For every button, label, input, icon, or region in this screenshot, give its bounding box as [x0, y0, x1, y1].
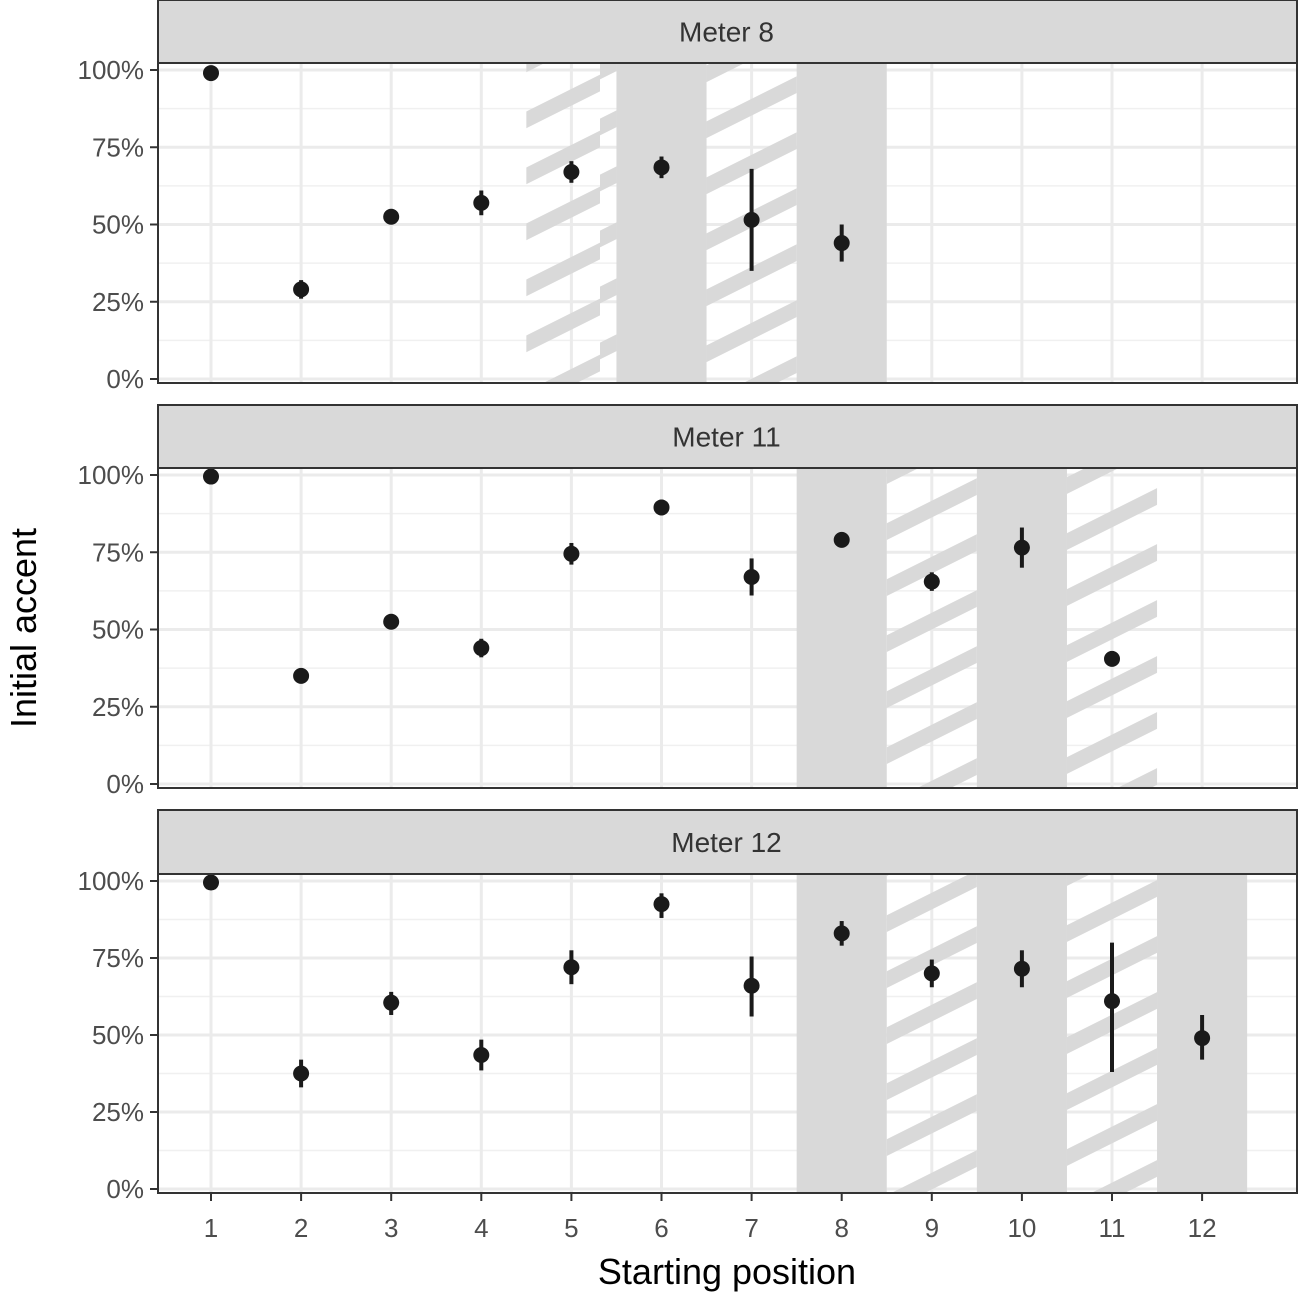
- data-point: [473, 1047, 490, 1064]
- data-point: [1104, 993, 1120, 1010]
- y-tick-label: 75%: [92, 132, 144, 162]
- solid-band: [616, 63, 707, 383]
- facet-strip: [157, 809, 1298, 875]
- y-tick-label: 50%: [92, 210, 144, 240]
- y-tick-label: 50%: [92, 615, 144, 645]
- data-point: [293, 1065, 310, 1082]
- data-point: [563, 163, 580, 180]
- data-point: [923, 965, 940, 982]
- facets: Meter 8 0% 25% 50% 75% 100% Meter 11 0% 25% 50% 75…: [78, 0, 1298, 1204]
- data-point: [653, 896, 670, 913]
- y-tick-label: 100%: [78, 55, 145, 85]
- data-point: [203, 874, 219, 891]
- facet-panel: Meter 8 0% 25% 50% 75% 100%: [78, 0, 1298, 394]
- y-axis-title: Initial accent: [3, 528, 44, 728]
- data-point: [383, 994, 400, 1011]
- solid-band: [796, 63, 887, 383]
- data-point: [1013, 960, 1030, 977]
- x-tick-label: 7: [744, 1213, 758, 1243]
- data-point: [383, 208, 400, 225]
- y-tick-label: 0%: [106, 1174, 144, 1204]
- y-tick-label: 50%: [92, 1020, 144, 1050]
- data-point: [833, 925, 850, 942]
- x-axis-title: Starting position: [598, 1251, 856, 1292]
- solid-band: [976, 874, 1067, 1193]
- x-tick-label: 10: [1007, 1213, 1036, 1243]
- data-point: [203, 468, 219, 485]
- data-point: [743, 568, 760, 585]
- y-tick-label: 25%: [92, 287, 144, 317]
- data-point: [1194, 1030, 1211, 1047]
- y-tick-label: 25%: [92, 1097, 144, 1127]
- facet-panel: Meter 11 0% 25% 50% 75% 100%: [78, 404, 1298, 799]
- solid-band: [796, 468, 887, 788]
- data-point: [563, 545, 580, 562]
- x-tick-label: 4: [474, 1213, 488, 1243]
- data-point: [383, 613, 400, 630]
- hatched-band: [886, 468, 977, 788]
- x-tick-label: 2: [294, 1213, 308, 1243]
- facet-strip-label: Meter 11: [672, 422, 780, 453]
- x-tick-label: 3: [384, 1213, 398, 1243]
- data-point: [653, 499, 670, 516]
- data-point: [833, 235, 850, 252]
- hatched-band: [886, 874, 977, 1193]
- data-point: [833, 531, 850, 548]
- x-tick-label: 11: [1099, 1213, 1126, 1243]
- data-point: [473, 194, 490, 211]
- data-point: [563, 959, 580, 976]
- facet-strip-label: Meter 12: [671, 827, 782, 858]
- hatched-band: [526, 63, 617, 383]
- data-point: [743, 211, 760, 228]
- data-point: [923, 573, 940, 590]
- y-tick-label: 100%: [78, 866, 145, 896]
- y-tick-label: 0%: [106, 364, 144, 394]
- y-tick-label: 75%: [92, 943, 144, 973]
- y-tick-label: 25%: [92, 692, 144, 722]
- y-tick-label: 0%: [106, 769, 144, 799]
- x-tick-label: 9: [925, 1213, 939, 1243]
- data-point: [653, 159, 670, 176]
- solid-band: [976, 468, 1067, 788]
- data-point: [473, 640, 490, 657]
- data-point: [1013, 539, 1030, 556]
- x-tick-label: 5: [564, 1213, 578, 1243]
- facet-panel: Meter 12 0% 25% 50% 75% 100%: [78, 809, 1298, 1204]
- facet-strip: [157, 0, 1298, 64]
- y-tick-label: 100%: [78, 460, 145, 490]
- x-tick-label: 8: [834, 1213, 848, 1243]
- facet-strip: [157, 404, 1298, 469]
- data-point: [293, 281, 310, 298]
- x-axis: 1 2 3 4 5 6 7 8 9 10 11 12: [204, 1193, 1217, 1243]
- data-point: [203, 65, 219, 82]
- data-point: [293, 667, 310, 684]
- x-tick-label: 6: [654, 1213, 668, 1243]
- data-point: [743, 977, 760, 994]
- hatched-band: [1066, 468, 1158, 788]
- data-point: [1104, 650, 1120, 667]
- x-tick-label: 1: [204, 1213, 218, 1243]
- x-tick-label: 12: [1188, 1213, 1217, 1243]
- y-tick-label: 75%: [92, 537, 144, 567]
- facet-strip-label: Meter 8: [679, 17, 774, 48]
